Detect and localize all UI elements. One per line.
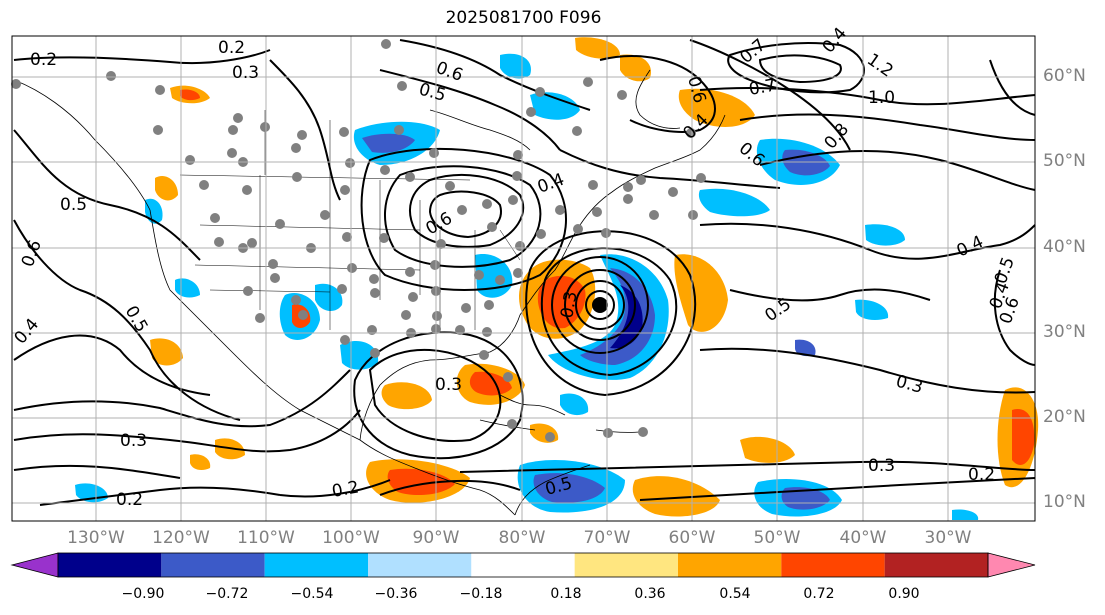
colorbar-segment	[471, 553, 575, 577]
contour-label: 0.4	[11, 315, 44, 349]
lat-label-40n: 40°N	[1043, 237, 1086, 257]
lon-label-50w: 50°W	[753, 528, 801, 548]
lon-label-70w: 70°W	[583, 528, 631, 548]
colorbar-tick: 0.54	[719, 586, 751, 602]
lon-label-90w: 90°W	[412, 528, 460, 548]
contour-lines	[13, 39, 1036, 506]
storm-center-marker	[592, 297, 608, 313]
colorbar	[10, 552, 1036, 578]
lat-label-10n: 10°N	[1043, 492, 1086, 512]
lon-label-80w: 80°W	[498, 528, 546, 548]
state-borders	[179, 110, 521, 330]
lat-label-50n: 50°N	[1043, 151, 1086, 171]
contour-label: 0.3	[557, 290, 581, 320]
contour-label: 1.0	[868, 88, 895, 108]
colorbar-tick: −0.72	[205, 586, 249, 602]
colorbar-tick: 0.36	[634, 586, 666, 602]
contour-label: 0.5	[60, 195, 87, 215]
contour-label: 0.3	[120, 431, 147, 451]
lon-label-130w: 130°W	[67, 528, 125, 548]
colorbar-tick: −0.36	[374, 586, 418, 602]
colorbar-segment	[678, 553, 782, 577]
contour-label: 0.5	[121, 303, 152, 336]
colorbar-tick: 0.90	[888, 586, 920, 602]
station-markers	[11, 39, 706, 442]
colorbar-tick: −0.54	[290, 586, 334, 602]
colorbar-segment	[264, 553, 368, 577]
colorbar-tick: −0.90	[121, 586, 165, 602]
contour-label: 0.2	[968, 465, 995, 485]
contour-label: 0.3	[232, 63, 259, 83]
colorbar-segment	[884, 553, 988, 577]
colorbar-segment	[574, 553, 678, 577]
grid-lines	[12, 36, 1035, 521]
colorbar-segment	[161, 553, 265, 577]
lat-label-20n: 20°N	[1043, 407, 1086, 427]
contour-label: 0.3	[868, 456, 895, 476]
contour-labels: 0.20.20.3 0.60.50.40.40.31.21.00.70.70.60…	[11, 24, 1024, 510]
colorbar-extend-high	[987, 552, 1036, 578]
contour-label: 0.5	[761, 294, 795, 326]
lon-label-120w: 120°W	[152, 528, 210, 548]
lon-label-30w: 30°W	[924, 528, 972, 548]
contour-label: 0.4	[819, 24, 852, 58]
contour-label: 0.2	[30, 50, 57, 70]
colorbar-outline	[57, 552, 989, 578]
contour-label: 0.4	[954, 232, 987, 262]
contour-label: 0.5	[991, 254, 1019, 286]
contour-label: 0.2	[330, 478, 360, 502]
contour-label: 0.6	[433, 58, 465, 86]
lat-label-60n: 60°N	[1043, 66, 1086, 86]
lon-label-60w: 60°W	[668, 528, 716, 548]
colorbar-tick: 0.18	[550, 586, 582, 602]
contour-label: 0.3	[435, 375, 462, 395]
colorbar-segment	[368, 553, 472, 577]
colorbar-tick: 0.72	[803, 586, 835, 602]
coastlines	[13, 69, 726, 516]
contour-label: 0.5	[417, 80, 448, 106]
contour-label: 0.2	[116, 490, 143, 510]
colorbar-tick: −0.18	[459, 586, 503, 602]
colorbar-segment	[58, 553, 162, 577]
map-frame	[11, 35, 1036, 522]
contour-label: 0.2	[218, 38, 245, 58]
lon-label-110w: 110°W	[237, 528, 295, 548]
contour-label: 0.7	[747, 76, 777, 100]
contour-label: 0.3	[894, 372, 925, 398]
colorbar-extend-low	[10, 552, 59, 578]
lon-label-100w: 100°W	[322, 528, 380, 548]
lat-label-30n: 30°N	[1043, 322, 1086, 342]
contour-label: 0.6	[18, 237, 46, 269]
lon-label-40w: 40°W	[839, 528, 887, 548]
colorbar-segment	[781, 553, 885, 577]
map-title: 2025081700 F096	[445, 8, 602, 28]
